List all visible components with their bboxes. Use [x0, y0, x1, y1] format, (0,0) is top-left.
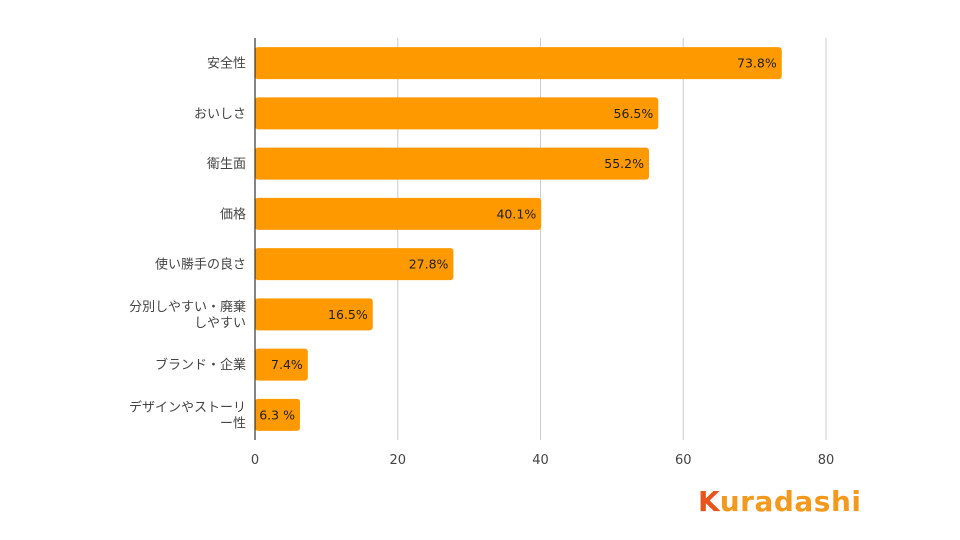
bar — [255, 348, 308, 381]
data-label: 6.3 % — [259, 407, 295, 422]
logo-letter-k: K — [698, 485, 720, 518]
x-tick-label: 20 — [389, 453, 406, 468]
data-label: 73.8% — [737, 56, 777, 71]
logo-text: uradashi — [719, 485, 862, 518]
data-label: 55.2% — [604, 156, 644, 171]
data-label: 7.4% — [271, 357, 303, 372]
category-label: 分別しやすい・廃棄 — [129, 299, 246, 315]
category-label: ー性 — [220, 416, 246, 431]
x-tick-label: 60 — [675, 453, 692, 468]
x-tick-label: 40 — [532, 453, 549, 468]
category-label: 安全性 — [207, 56, 246, 72]
category-label: 使い勝手の良さ — [155, 257, 246, 273]
bar — [255, 47, 782, 80]
kuradashi-logo: Kuradashi — [698, 488, 862, 516]
bar — [255, 97, 659, 130]
category-label: ブランド・企業 — [155, 357, 246, 373]
data-label: 56.5% — [614, 106, 654, 121]
x-tick-label: 0 — [251, 453, 259, 468]
category-label: おいしさ — [194, 107, 246, 122]
x-tick-label: 80 — [818, 453, 835, 468]
category-label: 衛生面 — [207, 157, 246, 172]
data-label: 40.1% — [496, 206, 536, 221]
bar — [255, 197, 542, 230]
bar — [255, 147, 649, 180]
bar — [255, 298, 373, 331]
data-label: 27.8% — [409, 257, 449, 272]
bar — [255, 398, 300, 431]
bar — [255, 248, 454, 281]
data-label: 16.5% — [328, 307, 368, 322]
category-label: しやすい — [194, 316, 246, 331]
category-label: デザインやストーリ — [129, 399, 246, 415]
category-label: 価格 — [220, 206, 246, 222]
